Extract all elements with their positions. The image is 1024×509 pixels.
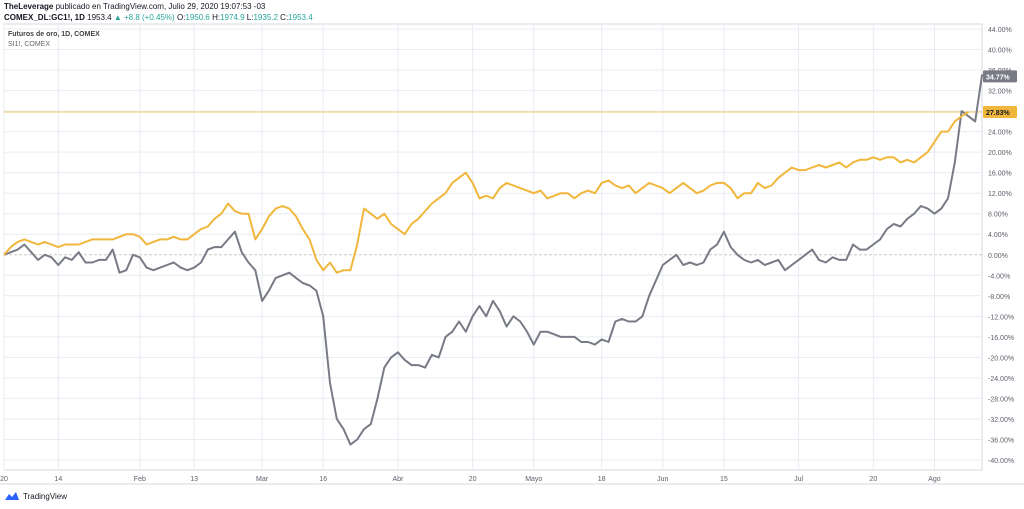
price-change: +8.8 (+0.45%) <box>124 13 175 22</box>
y-tick-label: -8.00% <box>988 294 1010 301</box>
x-tick-label: 20 <box>869 476 877 483</box>
gold-value-badge <box>983 105 1017 118</box>
y-tick-label: 12.00% <box>988 191 1012 198</box>
y-tick-label: 24.00% <box>988 130 1012 137</box>
x-tick-label: Mar <box>256 476 269 483</box>
gold-series-line[interactable] <box>3 111 969 274</box>
x-tick-label: Jul <box>794 476 803 483</box>
open-label: O: <box>176 13 186 22</box>
silver-value-badge <box>983 70 1017 83</box>
x-tick-label: Mayo <box>525 476 542 483</box>
ohlc-legend: COMEX_DL:GC1!, 1D 1953.4 ▲ +8.8 (+0.45%)… <box>4 12 313 23</box>
open-value: 1950.6 <box>185 13 210 22</box>
y-tick-label: 4.00% <box>988 232 1008 239</box>
x-tick-label: 15 <box>720 476 728 483</box>
publish-info: publicado en TradingView.com, Julio 29, … <box>53 2 266 11</box>
close-value: 1953.4 <box>288 13 313 22</box>
series-lines <box>3 74 996 446</box>
y-tick-label: -28.00% <box>988 396 1014 403</box>
x-tick-label: 16 <box>319 476 327 483</box>
x-tick-label: 18 <box>598 476 606 483</box>
high-value: 1974.9 <box>220 13 245 22</box>
brand-name: TradingView <box>23 491 68 501</box>
x-tick-label: Abr <box>392 476 404 483</box>
y-tick-label: 40.00% <box>988 48 1012 55</box>
silver-series-line[interactable] <box>3 74 996 446</box>
y-tick-label: -16.00% <box>988 335 1014 342</box>
publish-header: TheLeverage publicado en TradingView.com… <box>4 1 265 12</box>
low-label: L: <box>246 13 254 22</box>
x-tick-label: Feb <box>134 476 146 483</box>
y-tick-label: -12.00% <box>988 314 1014 321</box>
x-tick-label: 20 <box>0 476 8 483</box>
x-tick-label: 14 <box>54 476 62 483</box>
last-value-badges: 34.77% 27.83% <box>983 70 1017 118</box>
y-tick-label: -36.00% <box>988 437 1014 444</box>
author-name[interactable]: TheLeverage <box>4 2 54 11</box>
y-tick-label: 16.00% <box>988 171 1012 178</box>
last-price: 1953.4 <box>87 13 112 22</box>
tradingview-logo-icon <box>5 492 19 500</box>
tradingview-brand[interactable]: TradingView <box>4 491 67 501</box>
y-tick-label: 20.00% <box>988 150 1012 157</box>
y-tick-label: 44.00% <box>988 27 1012 34</box>
price-axis[interactable]: 44.00%40.00%36.00%32.00%28.00%24.00%20.0… <box>988 27 1014 465</box>
x-tick-label: Jun <box>657 476 668 483</box>
low-value: 1935.2 <box>253 13 278 22</box>
y-tick-label: 32.00% <box>988 89 1012 96</box>
up-arrow-icon: ▲ <box>113 13 122 22</box>
high-label: H: <box>212 13 221 22</box>
pane-title[interactable]: Futuros de oro, 1D, COMEX <box>8 31 100 38</box>
y-tick-label: -40.00% <box>988 458 1014 465</box>
y-tick-label: 8.00% <box>988 212 1008 219</box>
compare-symbol-label[interactable]: SI1!, COMEX <box>8 41 51 48</box>
grid-lines <box>0 23 1024 485</box>
x-tick-label: Ago <box>928 476 941 483</box>
x-tick-label: 20 <box>469 476 477 483</box>
y-tick-label: -24.00% <box>988 376 1014 383</box>
close-label: C: <box>280 13 289 22</box>
x-tick-label: 13 <box>190 476 198 483</box>
y-tick-label: -20.00% <box>988 355 1014 362</box>
gold-value-badge-text: 27.83% <box>986 110 1011 117</box>
y-tick-label: -4.00% <box>988 273 1010 280</box>
time-axis[interactable]: 20 14 Feb 13 Mar 16 Abr 20 Mayo 18 Jun 15 Jul 20 Ago <box>0 476 941 483</box>
y-tick-label: -32.00% <box>988 417 1014 424</box>
silver-value-badge-text: 34.77% <box>986 74 1011 81</box>
y-tick-label: 0.00% <box>988 253 1008 260</box>
symbol-label[interactable]: COMEX_DL:GC1!, 1D <box>4 13 85 22</box>
